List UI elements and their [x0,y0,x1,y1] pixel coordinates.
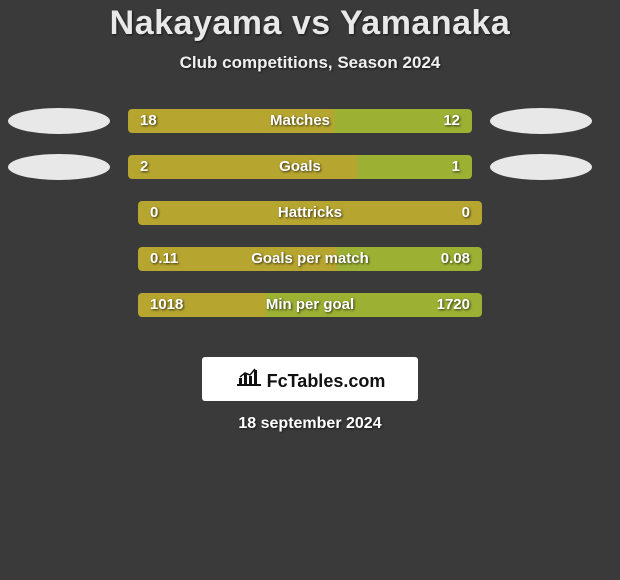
comparison-infographic: Nakayama vs Yamanaka Club competitions, … [0,0,620,433]
stat-value-left: 0 [150,201,158,225]
player-ellipse-left [8,154,110,180]
brand-text: FcTables.com [267,371,386,392]
stat-label: Goals [128,155,472,179]
stat-row: Goals per match0.11 0.08 [0,247,620,271]
stat-value-right: 1 [452,155,460,179]
player-ellipse-right [490,108,592,134]
stat-bar: Goals per match0.11 0.08 [138,247,482,271]
stat-value-left: 18 [140,109,157,133]
brand-badge: FcTables.com [202,357,418,401]
stat-row: Matches18 12 [0,109,620,133]
stat-rows: Matches18 12 Goals2 1 Hattricks0 0 Goals per m… [0,109,620,339]
stat-value-right: 1720 [437,293,470,317]
date-text: 18 september 2024 [0,415,620,433]
stat-value-left: 2 [140,155,148,179]
stat-value-right: 12 [443,109,460,133]
stat-value-right: 0 [462,201,470,225]
stat-value-left: 1018 [150,293,183,317]
stat-label: Goals per match [138,247,482,271]
stat-value-left: 0.11 [150,247,178,271]
brand-inner: FcTables.com [235,367,386,392]
stat-value-right: 0.08 [441,247,470,271]
stat-row: Goals2 1 [0,155,620,179]
subtitle: Club competitions, Season 2024 [0,53,620,73]
player-ellipse-right [490,154,592,180]
stat-row: Hattricks0 0 [0,201,620,225]
stat-label: Hattricks [138,201,482,225]
stat-bar: Hattricks0 0 [138,201,482,225]
stat-label: Min per goal [138,293,482,317]
brand-chart-icon [235,367,263,387]
stat-label: Matches [128,109,472,133]
player-ellipse-left [8,108,110,134]
stat-bar: Min per goal1018 1720 [138,293,482,317]
stat-row: Min per goal1018 1720 [0,293,620,317]
stat-bar: Matches18 12 [128,109,472,133]
page-title: Nakayama vs Yamanaka [0,4,620,43]
stat-bar: Goals2 1 [128,155,472,179]
